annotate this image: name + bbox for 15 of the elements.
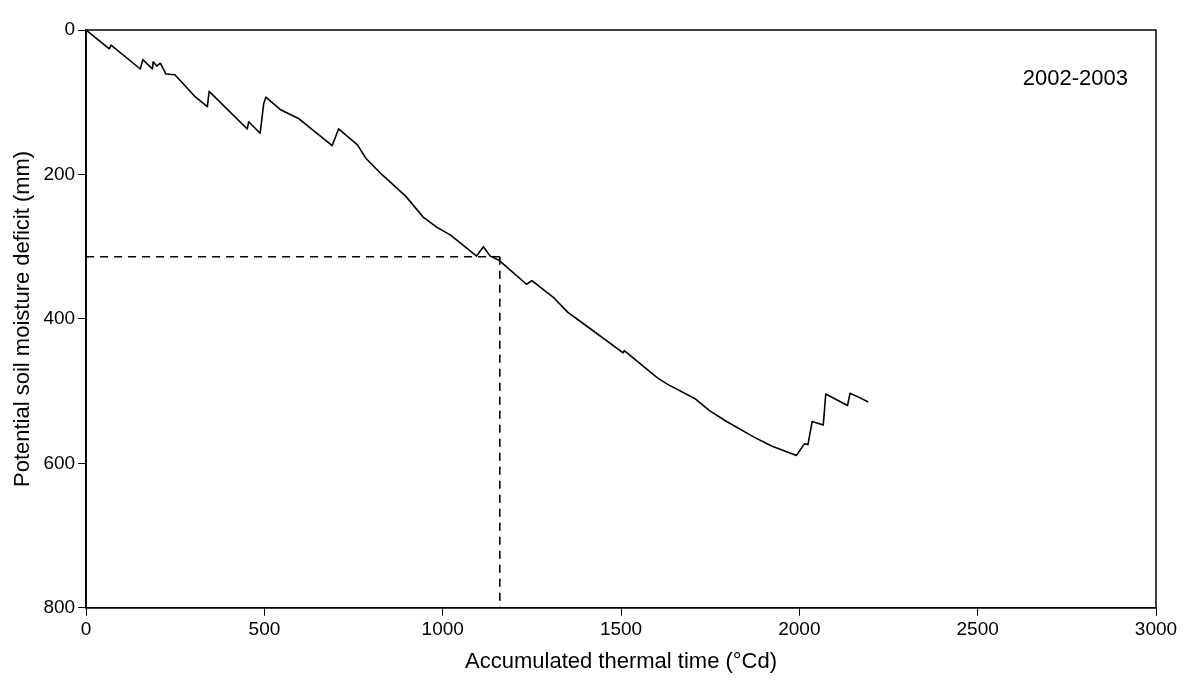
x-tick-label: 500 (248, 618, 281, 640)
y-tick-label: 400 (43, 307, 76, 329)
y-axis-title: Potential soil moisture deficit (mm) (9, 150, 35, 488)
annotation: 2002-2003 (1022, 65, 1128, 91)
y-tick-label: 800 (43, 596, 76, 618)
x-tick-label: 0 (80, 618, 92, 640)
y-tick-label: 0 (64, 18, 76, 40)
x-tick-label: 2500 (956, 618, 999, 640)
x-axis-title: Accumulated thermal time (°Cd) (465, 647, 778, 673)
x-tick-label: 1000 (421, 618, 464, 640)
x-tick-label: 1500 (599, 618, 643, 640)
x-tick-label: 2000 (778, 618, 821, 640)
y-tick-label: 200 (43, 162, 76, 184)
x-tick-label: 3000 (1134, 618, 1178, 640)
y-tick-label: 600 (43, 451, 76, 473)
